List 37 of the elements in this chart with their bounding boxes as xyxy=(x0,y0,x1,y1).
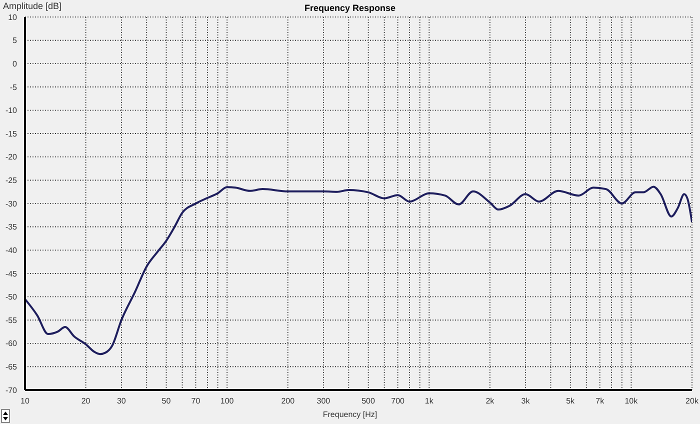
chart-title: Frequency Response xyxy=(304,3,396,13)
y-tick-label: -20 xyxy=(5,152,18,162)
x-tick-label: 300 xyxy=(316,396,331,406)
y-tick-label: -5 xyxy=(10,82,18,92)
x-tick-label: 1k xyxy=(424,396,434,406)
x-tick-label: 700 xyxy=(391,396,406,406)
y-tick-label: -40 xyxy=(5,246,18,255)
y-tick-label: -60 xyxy=(5,339,18,348)
x-tick-label: 2k xyxy=(486,396,496,406)
x-tick-label: 50 xyxy=(162,396,172,406)
x-tick-label: 20 xyxy=(81,396,91,406)
y-axis-title: Amplitude [dB] xyxy=(3,1,62,11)
x-tick-label: 200 xyxy=(281,396,296,406)
y-tick-label: -30 xyxy=(5,199,18,208)
x-tick-label: 20k xyxy=(686,396,700,406)
y-tick-label: 5 xyxy=(12,36,18,46)
x-tick-label: 10 xyxy=(20,396,30,406)
x-tick-label: 5k xyxy=(566,396,576,406)
x-tick-label: 7k xyxy=(596,396,606,406)
x-tick-label: 70 xyxy=(191,396,201,406)
y-tick-label: -70 xyxy=(5,386,18,395)
x-tick-label: 3k xyxy=(521,396,531,406)
x-tick-label: 30 xyxy=(116,396,126,406)
x-tick-label: 100 xyxy=(220,396,234,406)
y-tick-label: -25 xyxy=(5,176,18,186)
y-tick-label: 0 xyxy=(12,59,18,68)
y-tick-label: -45 xyxy=(5,269,18,278)
y-tick-label: -50 xyxy=(5,292,18,302)
y-tick-label: -65 xyxy=(5,362,18,372)
y-tick-label: -15 xyxy=(5,129,18,138)
y-tick-label: -35 xyxy=(5,222,18,232)
x-tick-label: 10k xyxy=(624,396,639,406)
y-tick-label: -55 xyxy=(5,316,18,325)
y-tick-label: 10 xyxy=(8,12,18,22)
x-tick-label: 500 xyxy=(362,396,376,406)
y-tick-label: -10 xyxy=(5,106,18,116)
x-axis-title: Frequency [Hz] xyxy=(322,410,378,419)
